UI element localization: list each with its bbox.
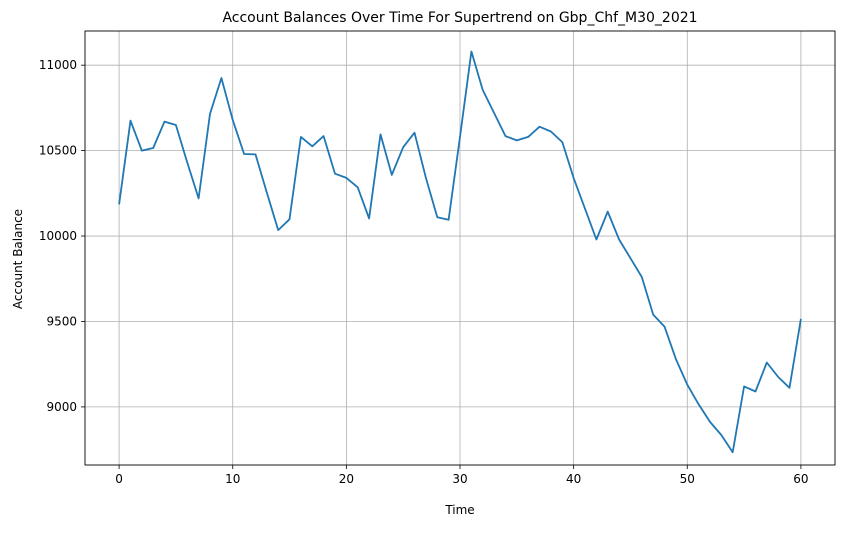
x-tick-label: 20 <box>339 472 354 486</box>
y-tick-label: 10500 <box>39 144 77 158</box>
x-tick-label: 30 <box>452 472 467 486</box>
axis-ticks: 0 10 20 30 40 50 60 9000 9500 10000 10500 11000 <box>39 58 809 486</box>
y-tick-label: 9000 <box>46 400 77 414</box>
x-axis-label: Time <box>444 503 474 517</box>
x-tick-label: 0 <box>115 472 123 486</box>
x-tick-label: 50 <box>680 472 695 486</box>
y-tick-label: 11000 <box>39 58 77 72</box>
y-tick-label: 9500 <box>46 314 77 328</box>
chart-title: Account Balances Over Time For Supertren… <box>222 10 697 26</box>
grid-lines <box>85 31 835 465</box>
series-line <box>118 50 802 454</box>
x-tick-label: 60 <box>793 472 808 486</box>
x-tick-label: 10 <box>225 472 240 486</box>
y-tick-label: 10000 <box>39 229 77 243</box>
y-axis-label: Account Balance <box>11 209 25 309</box>
x-tick-label: 40 <box>566 472 581 486</box>
